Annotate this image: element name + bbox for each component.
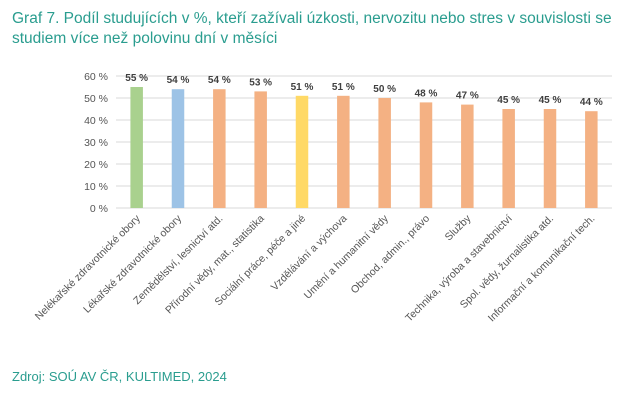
data-labels: 55 % 54 % 54 % 53 % 51 % 51 % 50 % 48 % 47 % 45 %…: [125, 73, 603, 108]
data-label: 45 %: [497, 95, 520, 106]
data-label: 50 %: [373, 84, 396, 95]
bar: [461, 104, 474, 208]
bar: [295, 95, 309, 208]
bar: [254, 91, 267, 208]
category-label: Vzdělávání a výchova: [269, 213, 350, 294]
bar: [171, 89, 185, 208]
bar: [543, 109, 557, 208]
data-label: 51 %: [291, 82, 314, 93]
gridlines: [116, 75, 612, 209]
data-label: 48 %: [415, 88, 438, 99]
bar: [585, 111, 598, 208]
data-label: 51 %: [332, 82, 355, 93]
chart-title: Graf 7. Podíl studujících v %, kteří zaž…: [12, 10, 612, 47]
bar: [419, 102, 433, 208]
data-label: 53 %: [249, 77, 272, 88]
y-tick-label: 50 %: [84, 93, 108, 105]
bar: [130, 87, 143, 208]
source-note: Zdroj: SOÚ AV ČR, KULTIMED, 2024: [12, 369, 227, 384]
y-axis-ticks: 0 % 10 % 20 % 30 % 40 % 50 % 60 %: [84, 71, 108, 215]
category-label: Obchod, admin., právo: [349, 213, 433, 297]
y-tick-label: 20 %: [84, 159, 108, 171]
bar: [213, 89, 226, 208]
y-tick-label: 10 %: [84, 181, 108, 193]
y-tick-label: 30 %: [84, 137, 108, 149]
bar: [502, 109, 515, 208]
bars: [130, 87, 598, 208]
data-label: 55 %: [125, 73, 148, 84]
data-label: 54 %: [208, 75, 231, 86]
data-label: 45 %: [539, 95, 562, 106]
y-tick-label: 60 %: [84, 71, 108, 83]
data-label: 47 %: [456, 91, 479, 102]
y-tick-label: 0 %: [90, 203, 108, 215]
y-tick-label: 40 %: [84, 115, 108, 127]
category-label: Umění a humanitní vědy: [302, 212, 391, 301]
data-label: 54 %: [167, 75, 190, 86]
bar: [378, 98, 391, 208]
data-label: 44 %: [580, 97, 603, 108]
category-label: Služby: [443, 212, 474, 243]
bar: [337, 95, 350, 208]
